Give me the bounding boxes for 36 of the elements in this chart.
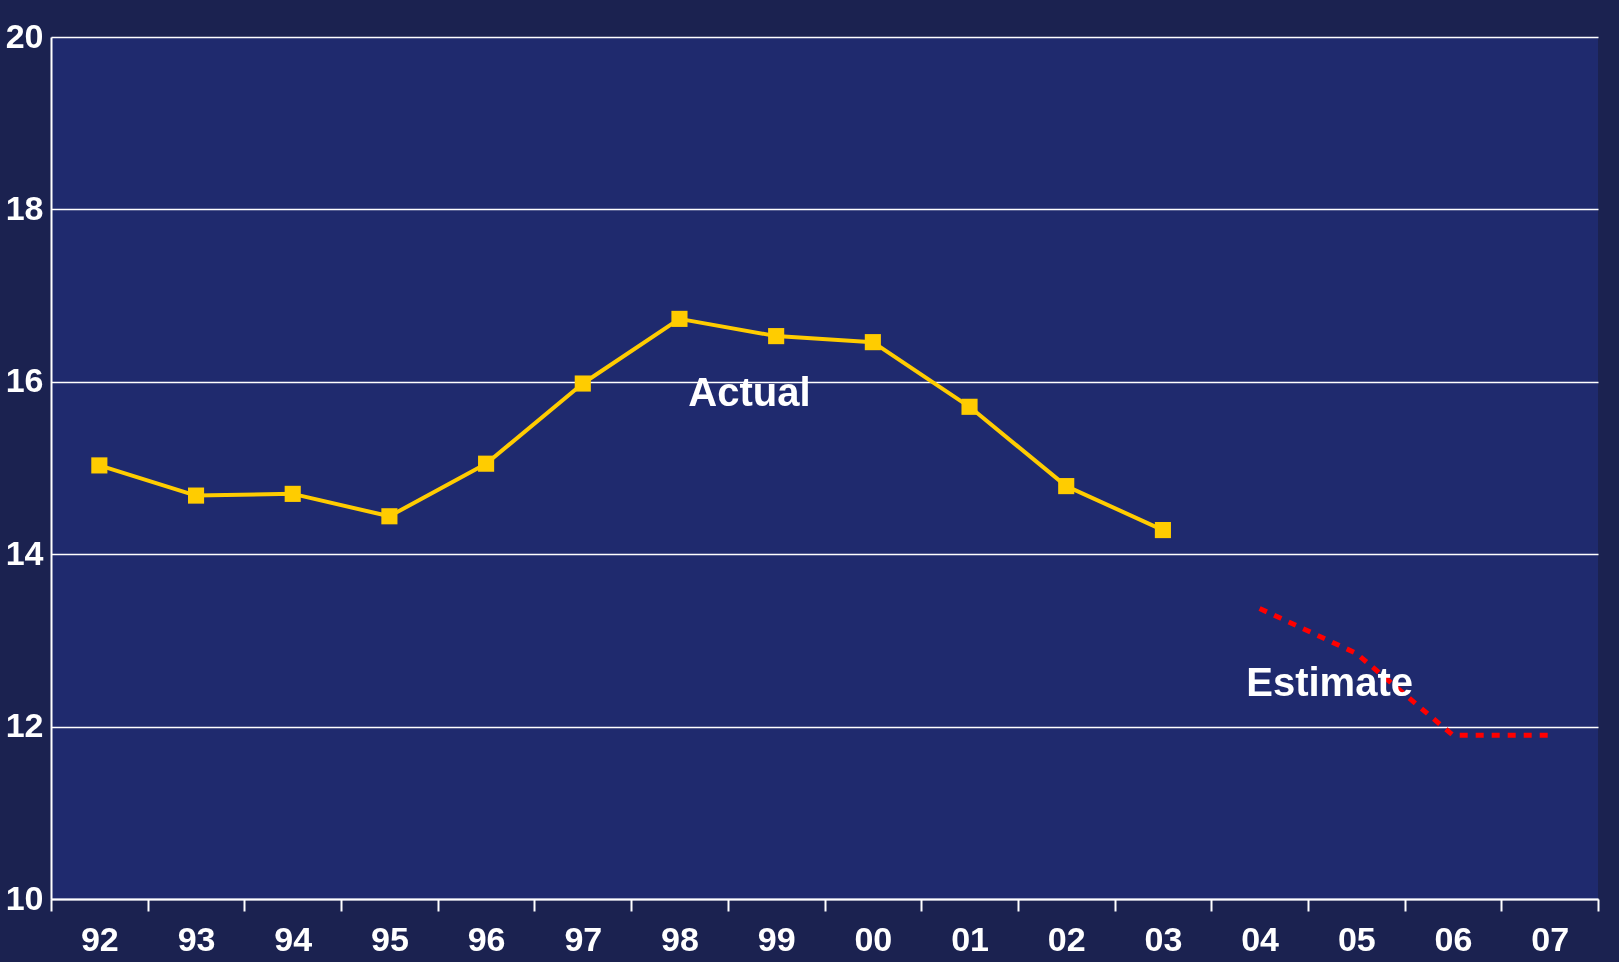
x-tick-label: 94 [274, 919, 313, 958]
series-label: Actual [688, 369, 811, 414]
x-tick-label: 93 [177, 919, 216, 958]
y-tick-label: 12 [5, 706, 44, 745]
x-tick-label: 99 [757, 919, 796, 958]
point [478, 455, 495, 472]
point [671, 310, 688, 327]
y-tick-label: 10 [5, 878, 44, 917]
x-tick-label: 95 [370, 919, 409, 958]
point [574, 375, 591, 392]
x-tick-label: 96 [467, 919, 506, 958]
y-tick-label: 14 [5, 533, 44, 572]
point [961, 398, 978, 415]
x-tick-label: 97 [564, 919, 603, 958]
point [1058, 478, 1075, 495]
x-tick-label: 92 [80, 919, 119, 958]
x-tick-label: 04 [1241, 919, 1280, 958]
x-tick-label: 02 [1047, 919, 1086, 958]
x-tick-label: 07 [1531, 919, 1570, 958]
point [187, 487, 205, 504]
point [91, 457, 108, 474]
x-tick-label: 98 [661, 919, 699, 958]
x-tick-label: 00 [854, 919, 893, 958]
point [381, 508, 398, 525]
x-tick-label: 03 [1144, 919, 1183, 958]
point [864, 334, 881, 351]
y-tick-label: 16 [5, 361, 44, 400]
point [284, 485, 301, 502]
point [1154, 522, 1171, 539]
x-tick-label: 06 [1434, 919, 1473, 958]
point [768, 328, 785, 345]
y-tick-label: 18 [5, 188, 44, 227]
x-tick-label: 05 [1337, 919, 1376, 958]
y-tick-label: 20 [5, 16, 44, 55]
series-label: Estimate [1246, 659, 1413, 704]
x-tick-label: 01 [951, 919, 989, 958]
